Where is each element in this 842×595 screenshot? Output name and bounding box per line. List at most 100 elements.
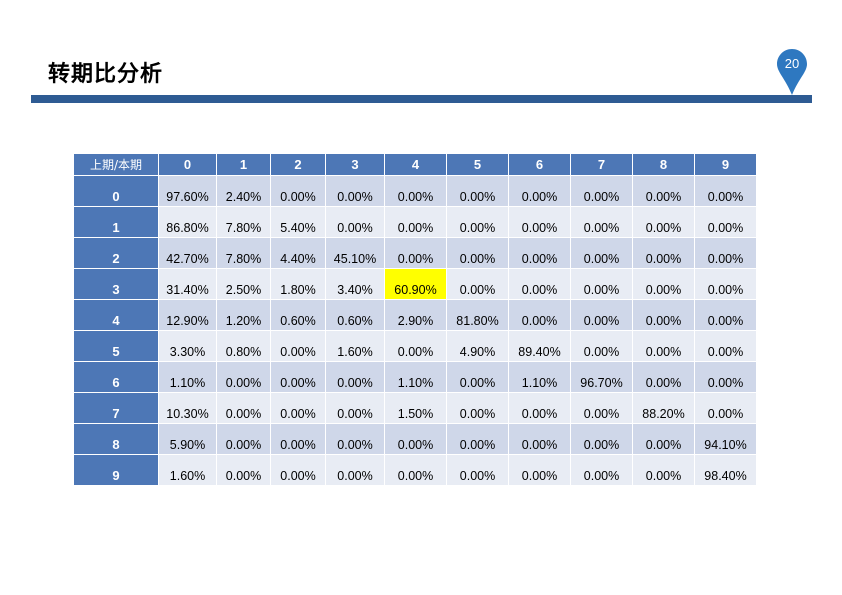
table-cell: 0.60%: [326, 300, 385, 331]
table-cell: 0.00%: [695, 238, 757, 269]
table-cell: 0.00%: [571, 455, 633, 486]
table-cell: 0.00%: [571, 207, 633, 238]
row-header: 9: [74, 455, 159, 486]
row-header: 1: [74, 207, 159, 238]
table-row: 8 5.90% 0.00% 0.00% 0.00% 0.00% 0.00% 0.00% 0.00…: [74, 424, 757, 455]
table-cell: 0.00%: [326, 207, 385, 238]
table-cell: 0.00%: [633, 331, 695, 362]
table-cell: 0.00%: [385, 238, 447, 269]
table-cell: 0.00%: [326, 424, 385, 455]
table-cell: 0.00%: [326, 362, 385, 393]
column-header: 5: [447, 154, 509, 176]
table-cell: 0.00%: [385, 331, 447, 362]
table-cell: 0.00%: [571, 300, 633, 331]
table-cell: 1.10%: [385, 362, 447, 393]
table-cell: 0.00%: [271, 331, 326, 362]
table-cell: 0.00%: [326, 393, 385, 424]
table-cell: 0.00%: [509, 269, 571, 300]
table-cell: 7.80%: [217, 238, 271, 269]
table-cell: 0.00%: [571, 331, 633, 362]
column-header: 2: [271, 154, 326, 176]
table-cell: 42.70%: [159, 238, 217, 269]
table-cell: 0.00%: [385, 455, 447, 486]
table-cell: 0.00%: [633, 238, 695, 269]
table-cell: 31.40%: [159, 269, 217, 300]
table-cell: 1.50%: [385, 393, 447, 424]
highlighted-cell: 60.90%: [385, 269, 447, 300]
table-cell: 12.90%: [159, 300, 217, 331]
table-cell: 86.80%: [159, 207, 217, 238]
table-row: 3 31.40% 2.50% 1.80% 3.40% 60.90% 0.00% 0.00% 0.…: [74, 269, 757, 300]
column-header: 0: [159, 154, 217, 176]
table-cell: 0.00%: [271, 424, 326, 455]
table-body: 0 97.60% 2.40% 0.00% 0.00% 0.00% 0.00% 0.00% 0.0…: [74, 176, 757, 486]
table-row: 6 1.10% 0.00% 0.00% 0.00% 1.10% 0.00% 1.10% 96.7…: [74, 362, 757, 393]
table-cell: 0.00%: [447, 269, 509, 300]
table-cell: 0.00%: [385, 207, 447, 238]
table-cell: 0.00%: [571, 393, 633, 424]
table-cell: 3.40%: [326, 269, 385, 300]
table-row: 7 10.30% 0.00% 0.00% 0.00% 1.50% 0.00% 0.00% 0.0…: [74, 393, 757, 424]
table-cell: 0.00%: [217, 362, 271, 393]
row-header: 5: [74, 331, 159, 362]
table-cell: 0.00%: [447, 455, 509, 486]
table-cell: 0.00%: [633, 269, 695, 300]
corner-header: 上期/本期: [74, 154, 159, 176]
table-cell: 7.80%: [217, 207, 271, 238]
table-cell: 4.90%: [447, 331, 509, 362]
table-cell: 5.90%: [159, 424, 217, 455]
table-row: 2 42.70% 7.80% 4.40% 45.10% 0.00% 0.00% 0.00% 0.…: [74, 238, 757, 269]
column-header: 9: [695, 154, 757, 176]
table-cell: 0.00%: [271, 176, 326, 207]
table-cell: 98.40%: [695, 455, 757, 486]
row-header: 8: [74, 424, 159, 455]
table-cell: 0.00%: [509, 424, 571, 455]
table-cell: 0.00%: [271, 455, 326, 486]
table-cell: 0.00%: [695, 362, 757, 393]
table-cell: 0.00%: [271, 362, 326, 393]
table-cell: 0.00%: [447, 238, 509, 269]
table-cell: 0.00%: [695, 393, 757, 424]
table-cell: 0.60%: [271, 300, 326, 331]
table-cell: 94.10%: [695, 424, 757, 455]
slide-title: 转期比分析: [48, 56, 163, 88]
table-cell: 10.30%: [159, 393, 217, 424]
row-header: 0: [74, 176, 159, 207]
table-cell: 0.00%: [633, 207, 695, 238]
table-cell: 0.00%: [571, 176, 633, 207]
table-cell: 0.00%: [217, 455, 271, 486]
table-cell: 2.50%: [217, 269, 271, 300]
table-cell: 81.80%: [447, 300, 509, 331]
table-cell: 0.00%: [633, 300, 695, 331]
table-cell: 0.00%: [271, 393, 326, 424]
table-cell: 0.00%: [509, 393, 571, 424]
table-cell: 0.00%: [509, 238, 571, 269]
table-cell: 0.00%: [385, 424, 447, 455]
table-cell: 88.20%: [633, 393, 695, 424]
table-cell: 0.80%: [217, 331, 271, 362]
table-cell: 96.70%: [571, 362, 633, 393]
table-cell: 2.90%: [385, 300, 447, 331]
table-cell: 89.40%: [509, 331, 571, 362]
table-cell: 0.00%: [509, 455, 571, 486]
table-cell: 0.00%: [385, 176, 447, 207]
table-cell: 0.00%: [217, 393, 271, 424]
table-cell: 0.00%: [633, 424, 695, 455]
table-cell: 0.00%: [633, 362, 695, 393]
table-row: 4 12.90% 1.20% 0.60% 0.60% 2.90% 81.80% 0.00% 0.…: [74, 300, 757, 331]
title-divider-bar: [31, 95, 812, 103]
page-number: 20: [776, 56, 808, 71]
table-cell: 0.00%: [447, 207, 509, 238]
table-row: 5 3.30% 0.80% 0.00% 1.60% 0.00% 4.90% 89.40% 0.0…: [74, 331, 757, 362]
table-cell: 0.00%: [695, 331, 757, 362]
row-header: 7: [74, 393, 159, 424]
table-row: 0 97.60% 2.40% 0.00% 0.00% 0.00% 0.00% 0.00% 0.0…: [74, 176, 757, 207]
table-cell: 2.40%: [217, 176, 271, 207]
table-cell: 0.00%: [633, 455, 695, 486]
table-cell: 0.00%: [695, 269, 757, 300]
table-cell: 0.00%: [447, 362, 509, 393]
table-cell: 0.00%: [326, 176, 385, 207]
table-cell: 0.00%: [447, 393, 509, 424]
